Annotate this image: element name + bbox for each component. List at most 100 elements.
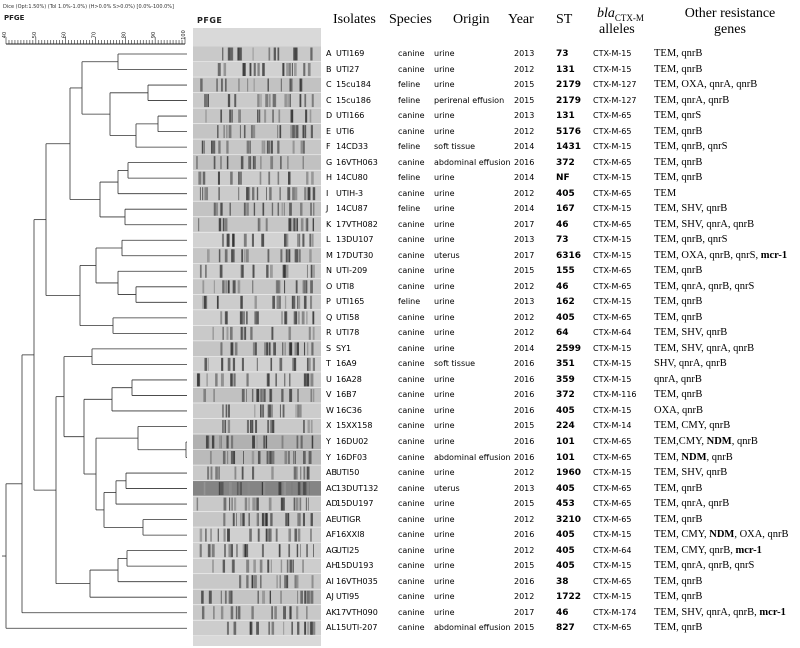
gel-band xyxy=(268,451,271,465)
gel-band xyxy=(290,125,293,139)
row-letter: AH xyxy=(326,561,338,571)
row-year: 2013 xyxy=(514,49,535,58)
gel-band xyxy=(231,249,235,263)
row-allele: CTX-M-15 xyxy=(593,204,632,214)
gel-lane xyxy=(193,46,321,62)
gel-band xyxy=(313,544,314,558)
gel-band xyxy=(222,559,226,573)
gel-band xyxy=(241,264,244,278)
gene-text: TEM, SHV, qnrB xyxy=(654,327,728,339)
gel-band xyxy=(239,575,242,589)
row-genes: TEM, SHV, qnrB xyxy=(654,327,728,339)
row-isolate: 14CU87 xyxy=(336,204,368,214)
gel-band xyxy=(240,326,243,340)
row-year: 2016 xyxy=(514,390,535,400)
gel-band xyxy=(203,388,207,402)
gel-band xyxy=(306,280,308,294)
gel-band xyxy=(224,311,228,325)
gel-lane xyxy=(193,139,321,155)
gel-band xyxy=(246,373,249,387)
row-year: 2012 xyxy=(514,281,535,291)
gel-band xyxy=(228,233,230,247)
gel-band xyxy=(253,559,256,573)
gel-band xyxy=(293,63,297,77)
row-st: NF xyxy=(556,173,570,184)
row-st: 46 xyxy=(556,607,569,618)
gel-band xyxy=(265,513,266,527)
gel-band xyxy=(261,544,264,558)
gel-band xyxy=(205,109,207,123)
row-allele: CTX-M-65 xyxy=(593,514,632,524)
gel-band xyxy=(207,357,209,371)
gel-lane xyxy=(193,62,321,78)
row-letter: W xyxy=(326,405,334,415)
gel-band xyxy=(216,78,218,92)
gel-band xyxy=(205,528,207,542)
row-genes: TEM, qnrA, qnrB xyxy=(654,498,729,509)
gel-band xyxy=(250,419,252,433)
gel-band xyxy=(289,373,291,387)
gel-band xyxy=(231,342,235,356)
gel-band xyxy=(243,125,246,139)
row-letter: I xyxy=(326,188,329,198)
gel-band xyxy=(299,249,301,263)
gel-band xyxy=(245,544,249,558)
row-genes: TEM, qnrB xyxy=(654,622,702,633)
gel-band xyxy=(214,202,216,216)
row-origin: urine xyxy=(434,374,455,384)
gel-band xyxy=(252,497,256,511)
gel-band xyxy=(293,47,296,61)
gel-band xyxy=(283,497,285,511)
row-origin: urine xyxy=(434,235,455,245)
gel-band xyxy=(226,156,229,170)
row-st: 131 xyxy=(556,111,575,122)
gel-band xyxy=(268,497,272,511)
header-allele-line2: alleles xyxy=(599,22,635,37)
gel-band xyxy=(240,513,242,527)
gel-band xyxy=(227,94,231,108)
row-year: 2012 xyxy=(514,188,535,198)
gel-band xyxy=(302,156,304,170)
gel-band xyxy=(289,388,291,402)
gel-band xyxy=(241,388,245,402)
row-st: 351 xyxy=(556,359,575,370)
row-species: canine xyxy=(398,623,425,633)
row-st: 155 xyxy=(556,266,575,277)
row-allele: CTX-M-15 xyxy=(593,142,632,152)
gel-band xyxy=(253,156,256,170)
gel-band xyxy=(289,606,292,620)
gel-band xyxy=(217,63,221,77)
gel-band xyxy=(236,482,239,496)
gel-band xyxy=(299,513,301,527)
gene-text: TEM, CMY, xyxy=(654,529,710,541)
gel-lane xyxy=(193,325,321,341)
row-genes: TEM, qnrB xyxy=(654,312,702,323)
row-letter: AJ xyxy=(326,592,334,602)
gel-band xyxy=(310,295,312,309)
gel-band xyxy=(199,187,201,201)
gel-band xyxy=(256,513,258,527)
gel-band xyxy=(251,388,254,402)
row-st: 46 xyxy=(556,219,569,230)
row-origin: soft tissue xyxy=(434,142,476,152)
row-allele: CTX-M-15 xyxy=(593,297,632,307)
row-st: 405 xyxy=(556,312,575,323)
gel-band xyxy=(313,264,315,278)
gel-band xyxy=(249,621,252,635)
row-origin: urine xyxy=(434,561,455,571)
row-st: 3210 xyxy=(556,514,582,525)
row-isolate: UTI8 xyxy=(336,281,355,291)
gel-band xyxy=(266,264,269,278)
row-isolate: 16VTH063 xyxy=(336,157,378,167)
gel-band xyxy=(306,373,310,387)
row-isolate: 15cu186 xyxy=(336,95,371,105)
row-isolate: UTI95 xyxy=(336,592,360,602)
gene-highlight: mcr-1 xyxy=(735,544,762,556)
gel-band xyxy=(196,156,198,170)
analysis-settings-text: Dice (Opt:1.50%) (Tol 1.0%-1.0%) (H>0.0%… xyxy=(3,4,174,10)
gel-band xyxy=(311,233,314,247)
row-origin: uterus xyxy=(434,250,460,260)
gel-band xyxy=(297,621,300,635)
gel-band xyxy=(276,280,279,294)
